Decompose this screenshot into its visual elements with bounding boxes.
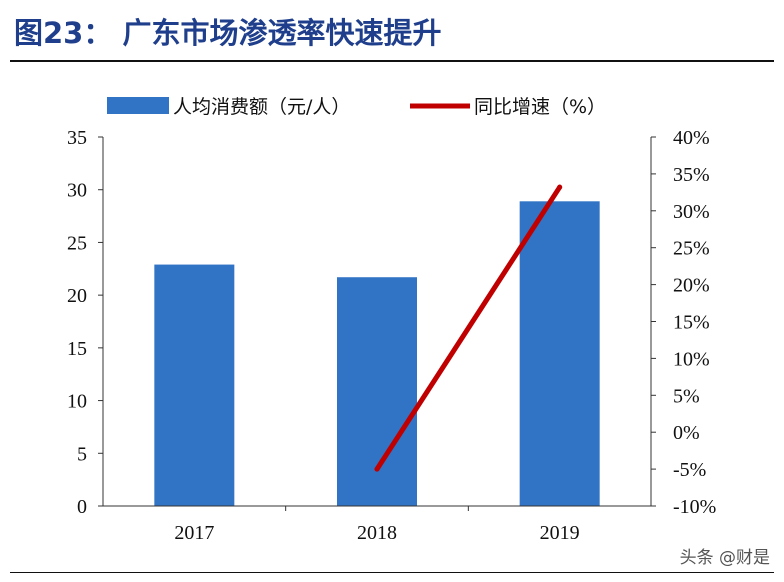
growth-line [374,184,563,472]
growth-point-2018 [374,466,380,472]
legend: 人均消费额（元/人） 同比增速（%） [107,96,606,118]
right-tick-label: 25% [673,238,710,260]
right-tick-label: 40% [673,127,710,149]
left-tick-label: 20 [67,285,87,307]
right-tick-label: -5% [673,459,706,481]
right-tick-label: 15% [673,312,710,334]
bottom-divider [10,572,774,573]
legend-label-bar: 人均消费额（元/人） [173,96,350,118]
right-tick-label: -10% [673,496,716,518]
left-tick-label: 10 [67,391,87,413]
right-tick-label: 0% [673,422,700,444]
legend-swatch-bar [107,97,169,114]
axes: 0 5 10 15 20 25 30 35 -10% -5% 0% 5% 10% 15% 20% 25% 30%… [67,127,716,544]
title-divider [10,60,774,62]
legend-label-line: 同比增速（%） [474,96,606,118]
right-tick-label: 30% [673,201,710,223]
bar-2019 [519,201,600,506]
growth-point-2019 [557,184,563,190]
right-tick-label: 10% [673,348,710,370]
chart-title: 图23： 广东市场渗透率快速提升 [14,16,442,50]
x-tick-label: 2017 [174,522,214,544]
bar-2017 [154,264,235,506]
growth-line-path [374,184,563,472]
bar-2018 [337,277,417,506]
left-tick-label: 15 [67,338,87,360]
right-tick-label: 5% [673,385,700,407]
left-tick-label: 25 [67,232,87,254]
right-tick-label: 20% [673,275,710,297]
bars [154,201,600,506]
x-tick-label: 2018 [357,522,397,544]
right-tick-label: 35% [673,164,710,186]
left-tick-label: 0 [77,496,87,518]
left-tick-label: 30 [67,180,87,202]
left-tick-label: 35 [67,127,87,149]
x-tick-label: 2019 [540,522,580,544]
left-tick-label: 5 [77,443,87,465]
watermark: 头条 @财是 [679,548,770,568]
